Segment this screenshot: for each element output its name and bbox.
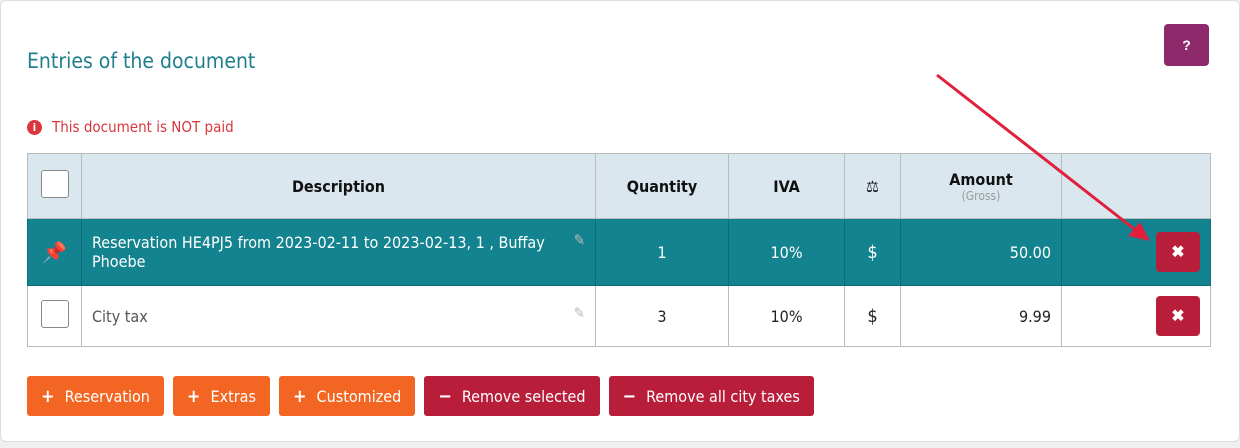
select-all-cell [27, 153, 82, 219]
amount-cell: 50.00 [900, 218, 1062, 286]
header-amount: Amount (Gross) [900, 153, 1062, 219]
amount-cell: 9.99 [900, 285, 1062, 347]
header-quantity: Quantity [595, 153, 729, 219]
dollar-icon: $ [844, 285, 901, 347]
remove-selected-button[interactable]: − Remove selected [424, 376, 600, 416]
select-cell [27, 285, 82, 347]
iva-cell: 10% [728, 285, 845, 347]
table-row[interactable]: 📌 Reservation HE4PJ5 from 2023-02-11 to … [27, 218, 1211, 286]
minus-icon: − [438, 385, 452, 407]
pencil-icon[interactable]: ✎ [573, 304, 585, 322]
action-buttons: + Reservation + Extras + Customized − Remove… [27, 376, 814, 416]
pin-cell: 📌 [27, 218, 82, 286]
payment-alert: i This document is NOT paid [27, 118, 234, 136]
amount-label: Amount [949, 169, 1013, 189]
header-actions [1061, 153, 1211, 219]
actions-cell: ✖ [1061, 285, 1211, 347]
description-cell: Reservation HE4PJ5 from 2023-02-11 to 20… [81, 218, 596, 286]
add-customized-button[interactable]: + Customized [278, 376, 416, 416]
pin-icon: 📌 [42, 240, 67, 264]
table-header: Description Quantity IVA ⚖ Amount (Gross) [27, 153, 1211, 219]
header-description: Description [81, 153, 596, 219]
plus-icon: + [292, 385, 307, 407]
quantity-cell: 1 [595, 218, 729, 286]
minus-icon: − [622, 385, 637, 407]
iva-cell: 10% [728, 218, 845, 286]
dollar-icon: $ [844, 218, 901, 286]
quantity-cell: 3 [595, 285, 729, 347]
description-cell: City tax ✎ [81, 285, 596, 347]
entries-table: Description Quantity IVA ⚖ Amount (Gross)… [27, 153, 1211, 347]
pencil-icon[interactable]: ✎ [573, 231, 585, 249]
amount-sublabel: (Gross) [961, 188, 1001, 203]
description-text: Reservation HE4PJ5 from 2023-02-11 to 20… [92, 233, 545, 271]
plus-icon: + [186, 385, 201, 407]
button-label: Extras [210, 386, 256, 406]
button-label: Remove all city taxes [646, 386, 800, 406]
button-label: Remove selected [461, 386, 586, 406]
actions-cell: ✖ [1061, 218, 1211, 286]
remove-city-taxes-button[interactable]: − Remove all city taxes [608, 376, 814, 416]
table-row[interactable]: City tax ✎ 3 10% $ 9.99 ✖ [27, 285, 1211, 347]
plus-icon: + [41, 385, 55, 407]
add-reservation-button[interactable]: + Reservation [27, 376, 164, 416]
section-title: Entries of the document [27, 49, 256, 73]
header-iva: IVA [728, 153, 845, 219]
add-extras-button[interactable]: + Extras [172, 376, 270, 416]
description-text: City tax [92, 306, 148, 326]
alert-text: This document is NOT paid [52, 118, 234, 136]
row-checkbox[interactable] [40, 300, 69, 328]
help-button[interactable]: ? [1164, 24, 1209, 66]
scale-icon: ⚖ [844, 153, 901, 219]
select-all-checkbox[interactable] [40, 170, 69, 198]
info-icon: i [27, 119, 42, 135]
delete-button[interactable]: ✖ [1156, 232, 1200, 272]
delete-button[interactable]: ✖ [1156, 296, 1200, 336]
button-label: Reservation [64, 386, 150, 406]
button-label: Customized [316, 386, 402, 406]
